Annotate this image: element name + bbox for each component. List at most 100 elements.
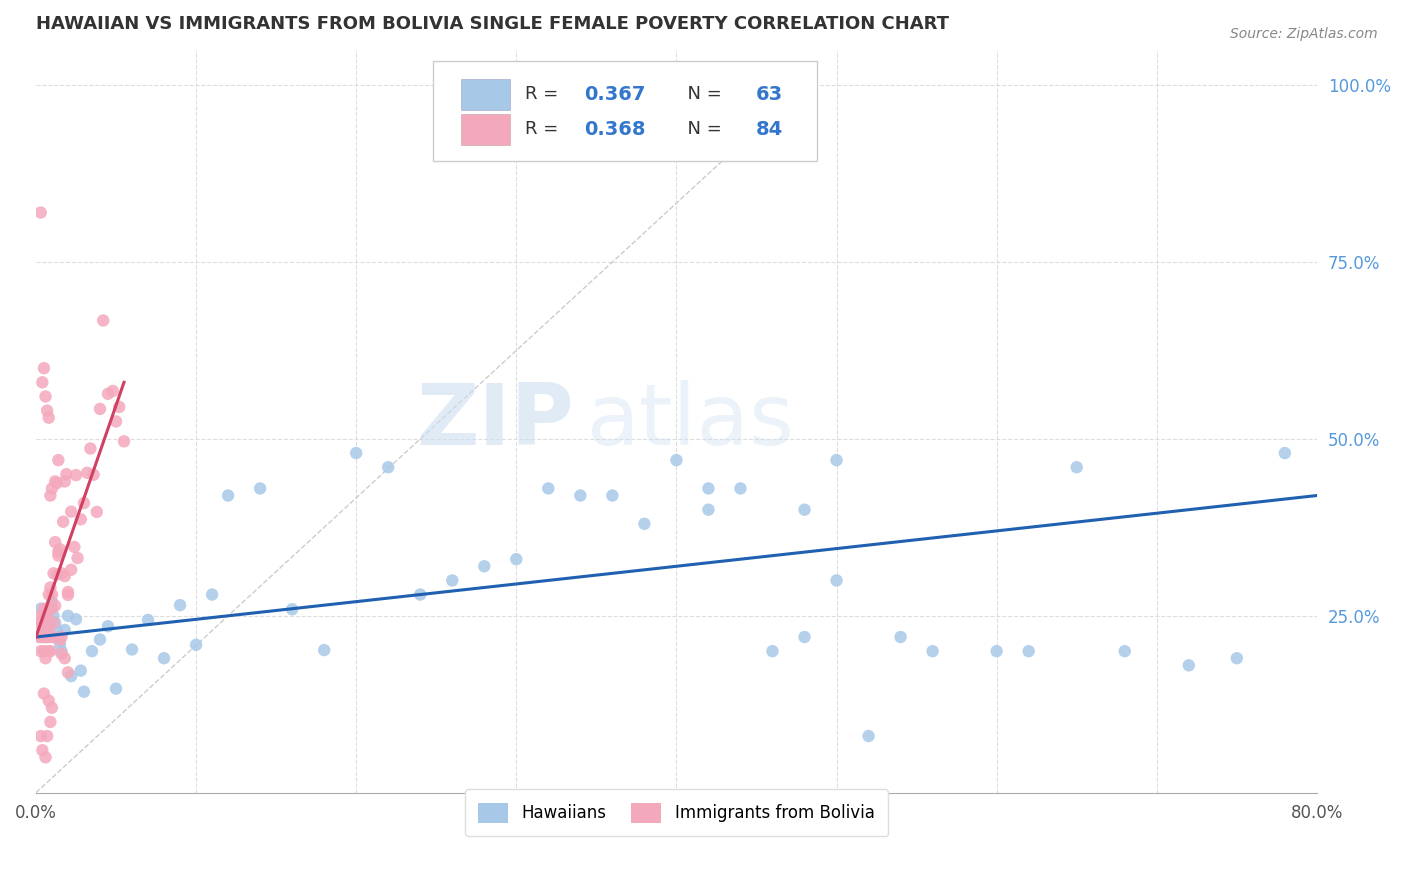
Point xyxy=(858,729,880,743)
Point xyxy=(44,475,66,489)
Point xyxy=(30,630,52,644)
Point xyxy=(69,664,91,678)
Point xyxy=(38,694,60,708)
Point xyxy=(31,615,53,630)
Point xyxy=(60,669,83,683)
Point xyxy=(314,643,336,657)
Point xyxy=(1274,446,1296,460)
Point xyxy=(30,644,52,658)
Point xyxy=(49,637,72,651)
Point xyxy=(53,623,76,637)
Point xyxy=(697,502,720,516)
Point xyxy=(32,608,55,623)
Point xyxy=(49,542,72,557)
Point xyxy=(37,403,59,417)
Point xyxy=(41,601,63,615)
Point xyxy=(31,743,53,757)
Point xyxy=(51,644,73,658)
Text: Source: ZipAtlas.com: Source: ZipAtlas.com xyxy=(1230,27,1378,41)
Text: 0.367: 0.367 xyxy=(583,85,645,103)
Point xyxy=(38,588,60,602)
Point xyxy=(30,601,52,615)
Point xyxy=(34,389,56,403)
Point xyxy=(344,446,367,460)
Point xyxy=(32,630,55,644)
Point xyxy=(37,608,59,623)
Point xyxy=(55,467,77,482)
Point xyxy=(41,594,63,608)
Point xyxy=(48,453,70,467)
Point xyxy=(825,453,848,467)
Point xyxy=(37,729,59,743)
Point xyxy=(52,515,75,529)
Point xyxy=(569,489,592,503)
Point xyxy=(34,750,56,764)
Point xyxy=(86,505,108,519)
Point xyxy=(31,376,53,390)
Point xyxy=(112,434,135,449)
Point xyxy=(73,496,96,510)
Point xyxy=(39,581,62,595)
Text: atlas: atlas xyxy=(586,380,794,463)
Point xyxy=(153,651,176,665)
Point xyxy=(45,567,67,582)
Point xyxy=(65,612,87,626)
Point xyxy=(80,644,103,658)
Point xyxy=(184,638,207,652)
Point xyxy=(633,516,655,531)
Point xyxy=(44,615,66,630)
Point xyxy=(169,598,191,612)
Point xyxy=(38,410,60,425)
Text: 0.368: 0.368 xyxy=(583,120,645,139)
Point xyxy=(201,588,224,602)
Point xyxy=(53,569,76,583)
Point xyxy=(505,552,527,566)
Point xyxy=(1114,644,1136,658)
Point xyxy=(39,714,62,729)
Point xyxy=(136,613,159,627)
Point xyxy=(31,630,53,644)
Point xyxy=(32,608,55,623)
Point xyxy=(56,588,79,602)
Text: N =: N = xyxy=(676,120,728,138)
Point xyxy=(69,512,91,526)
Point xyxy=(32,687,55,701)
Point xyxy=(39,644,62,658)
Point xyxy=(32,601,55,615)
Point xyxy=(34,623,56,637)
Point xyxy=(38,623,60,637)
Point xyxy=(41,482,63,496)
Text: 63: 63 xyxy=(756,85,783,103)
FancyBboxPatch shape xyxy=(433,61,817,161)
Point xyxy=(91,313,114,327)
Point xyxy=(441,574,464,588)
Point xyxy=(32,644,55,658)
Point xyxy=(1066,460,1088,475)
Point xyxy=(793,630,815,644)
Point xyxy=(30,729,52,743)
Point xyxy=(56,585,79,599)
Point xyxy=(39,489,62,503)
Text: R =: R = xyxy=(526,86,564,103)
Point xyxy=(472,559,495,574)
Point xyxy=(37,630,59,644)
Point xyxy=(37,601,59,615)
Point xyxy=(537,482,560,496)
Point xyxy=(30,205,52,219)
Point xyxy=(45,476,67,491)
Point xyxy=(249,482,271,496)
Point xyxy=(41,588,63,602)
Point xyxy=(53,651,76,665)
Point xyxy=(65,468,87,483)
Point xyxy=(60,505,83,519)
Point xyxy=(409,588,432,602)
Point xyxy=(37,630,59,644)
Point xyxy=(51,630,73,644)
Point xyxy=(42,615,65,630)
Point xyxy=(51,566,73,581)
Point xyxy=(48,549,70,563)
Text: N =: N = xyxy=(676,86,728,103)
Text: HAWAIIAN VS IMMIGRANTS FROM BOLIVIA SINGLE FEMALE POVERTY CORRELATION CHART: HAWAIIAN VS IMMIGRANTS FROM BOLIVIA SING… xyxy=(37,15,949,33)
Point xyxy=(730,482,752,496)
Point xyxy=(79,442,101,456)
